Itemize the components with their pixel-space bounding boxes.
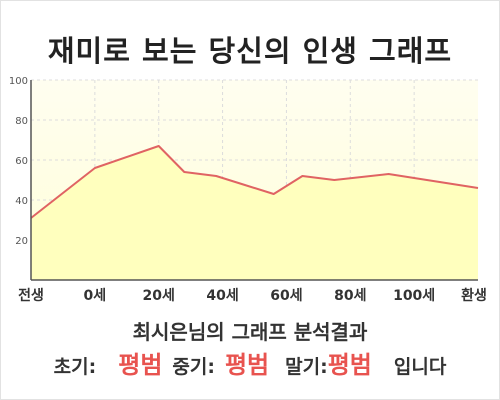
axes (30, 80, 478, 281)
y-tick-label: 40 (15, 196, 28, 207)
y-tick-label: 60 (15, 156, 28, 167)
x-tick-label: 환생 (461, 287, 487, 304)
late-label: 말기: (285, 356, 328, 378)
verdict-suffix: 입니다 (393, 356, 447, 378)
late-value: 평범 (327, 351, 372, 379)
y-tick-label: 80 (15, 116, 28, 127)
analysis-summary: 최시은님의 그래프 분석결과 (132, 320, 368, 344)
x-tick-label: 20세 (143, 288, 175, 304)
x-tick-label: 60세 (270, 288, 302, 304)
early-value: 평범 (118, 351, 163, 379)
x-tick-label: 100세 (393, 288, 435, 304)
x-tick-label: 전생 (18, 287, 44, 304)
mid-value: 평범 (224, 351, 270, 379)
analysis-verdict: 초기: 평범 중기: 평범 말기:평범 입니다 (0, 345, 500, 379)
mid-label: 중기: (172, 356, 215, 378)
x-tick-labels: 전생 0세 20세 40세 60세 80세 100세 환생 (18, 287, 487, 304)
y-tick-labels: 20 40 60 80 100 (9, 76, 28, 247)
y-tick-label: 100 (9, 76, 28, 87)
x-tick-label: 0세 (84, 288, 107, 304)
early-label: 초기: (53, 356, 97, 378)
x-tick-label: 80세 (334, 288, 366, 304)
y-tick-label: 20 (15, 236, 28, 247)
life-area-fill (31, 146, 478, 280)
x-tick-label: 40세 (206, 288, 238, 304)
chart-title: 재미로 보는 당신의 인생 그래프 (47, 34, 453, 68)
life-series-line (30, 145, 479, 219)
